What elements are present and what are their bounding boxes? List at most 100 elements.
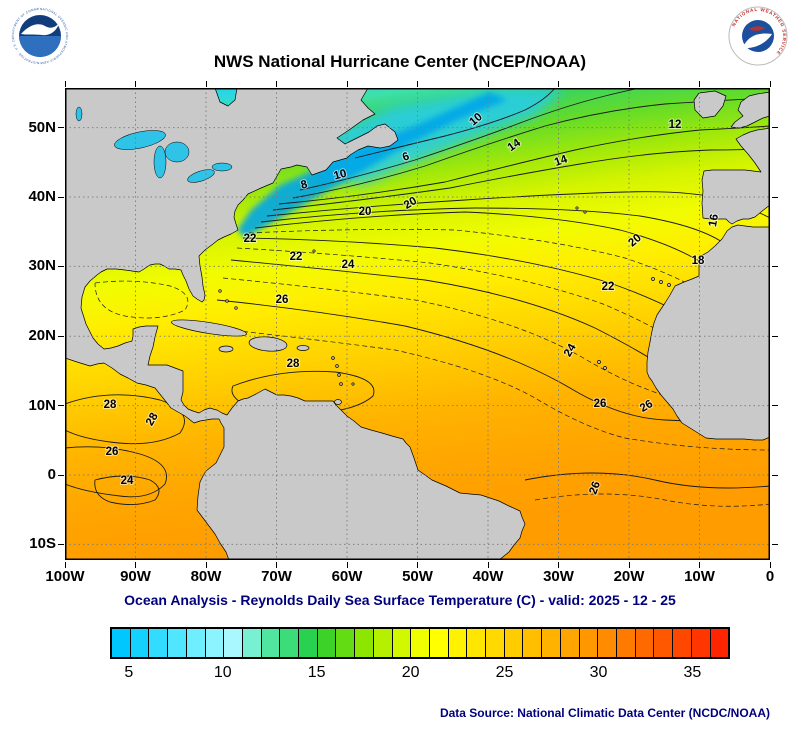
great-lakes — [75, 106, 233, 183]
colorbar-cell — [598, 629, 617, 657]
page-title: NWS National Hurricane Center (NCEP/NOAA… — [213, 52, 587, 71]
island-canary — [667, 283, 671, 287]
colorbar-cell — [448, 629, 468, 657]
colorbar-cell — [242, 629, 262, 657]
contour-label: 22 — [602, 281, 615, 293]
colorbar-tick-label: 15 — [307, 664, 326, 681]
lat-axis-label: 40N — [28, 188, 56, 206]
colorbar-cell — [317, 629, 337, 657]
land-puerto-rico — [296, 345, 310, 351]
contour-label: 16 — [707, 213, 721, 228]
noaa-ocean-half — [19, 36, 61, 57]
sst-map: 6 8 10 10 12 14 14 16 18 20 20 20 22 22 22 24 24 26 26 26 28… — [65, 88, 770, 560]
axis-tick — [699, 80, 700, 87]
contour-label: 26 — [106, 446, 119, 458]
axis-tick — [57, 127, 64, 129]
axis-tick — [771, 127, 778, 129]
land-trinidad — [334, 399, 342, 405]
island-antilles — [339, 382, 343, 386]
nws-land-shape — [749, 26, 765, 31]
colorbar-cell — [355, 629, 374, 657]
axis-tick — [205, 561, 207, 568]
axis-tick — [769, 561, 771, 568]
map-subtitle: Ocean Analysis - Reynolds Daily Sea Surf… — [124, 592, 676, 608]
colorbar-cell — [504, 629, 524, 657]
axis-tick — [558, 561, 559, 568]
colorbar-cell — [560, 629, 580, 657]
colorbar-tick-label: 25 — [495, 664, 514, 681]
lon-axis-label: 30W — [543, 568, 574, 585]
lon-axis-label: 10W — [684, 568, 715, 585]
colorbar-tick-label: 5 — [124, 664, 134, 681]
axis-tick — [417, 80, 418, 87]
lon-axis-label: 90W — [120, 568, 151, 585]
axis-tick — [771, 335, 778, 337]
axis-tick — [487, 80, 489, 87]
colorbar-cell — [673, 629, 692, 657]
colorbar-cell — [186, 629, 206, 657]
lat-axis-label: 30N — [28, 257, 56, 275]
axis-tick — [276, 80, 277, 87]
land-americas — [65, 88, 526, 560]
land-hispaniola — [248, 336, 288, 352]
contour-label: 22 — [290, 251, 303, 263]
colorbar-cell — [112, 629, 131, 657]
lon-axis-label: 50W — [402, 568, 433, 585]
axis-tick — [276, 561, 277, 568]
latlon-grid-lines — [65, 88, 770, 560]
land-cuba — [171, 319, 247, 337]
island-bahamas — [225, 299, 229, 303]
contour-label: 8 — [300, 178, 310, 191]
land-europe — [701, 127, 770, 225]
axis-tick — [771, 405, 778, 407]
colorbar-cell — [280, 629, 300, 657]
axis-tick — [628, 561, 630, 568]
colorbar-cell — [392, 629, 412, 657]
colorbar-tick-label: 20 — [401, 664, 420, 681]
lon-axis-label: 20W — [613, 568, 645, 585]
colorbar-cell — [523, 629, 543, 657]
colorbar-tick-label: 30 — [589, 664, 608, 681]
contour-label: 20 — [359, 206, 372, 218]
lon-axis-label: 100W — [45, 568, 85, 585]
data-source: Data Source: National Climatic Data Cent… — [439, 706, 770, 720]
colorbar-tick-labels: 5 10 15 20 25 30 35 — [110, 664, 730, 686]
contour-label: 28 — [104, 399, 117, 411]
nws-cloud-icon — [744, 33, 772, 48]
axis-tick — [771, 543, 778, 545]
island-bermuda — [312, 249, 316, 253]
colorbar-cell — [654, 629, 674, 657]
axis-tick — [57, 265, 64, 267]
axis-tick — [64, 80, 66, 87]
contour-label: 18 — [692, 255, 705, 267]
lat-axis-label: 20N — [28, 327, 56, 345]
contour-label: 24 — [121, 475, 134, 487]
axis-tick — [135, 80, 136, 87]
axis-tick — [771, 196, 778, 198]
lon-axis-label: 80W — [190, 568, 222, 585]
contour-label: 12 — [669, 119, 682, 131]
colorbar-tick-label: 10 — [213, 664, 232, 681]
lat-axis-label: 10S — [29, 535, 56, 553]
land-ireland — [693, 90, 727, 119]
colorbar-cell — [411, 629, 430, 657]
island-antilles — [337, 373, 341, 377]
axis-tick — [57, 543, 64, 545]
colorbar-cell — [168, 629, 187, 657]
colorbar-cell — [130, 629, 150, 657]
lon-axis-label: 40W — [472, 568, 504, 585]
lat-axis-label: 0 — [47, 466, 56, 484]
axis-tick — [346, 80, 348, 87]
lon-axis-label: 0 — [765, 568, 775, 585]
colorbar-cell — [149, 629, 169, 657]
contour-label: 28 — [287, 358, 300, 370]
contour-label: 26 — [276, 294, 289, 306]
lon-axis-label: 60W — [331, 568, 363, 585]
axis-tick — [57, 335, 64, 337]
island-antilles — [335, 364, 339, 368]
island-barbados — [351, 382, 355, 386]
colorbar-cell — [336, 629, 356, 657]
contour-label: 24 — [342, 259, 355, 271]
